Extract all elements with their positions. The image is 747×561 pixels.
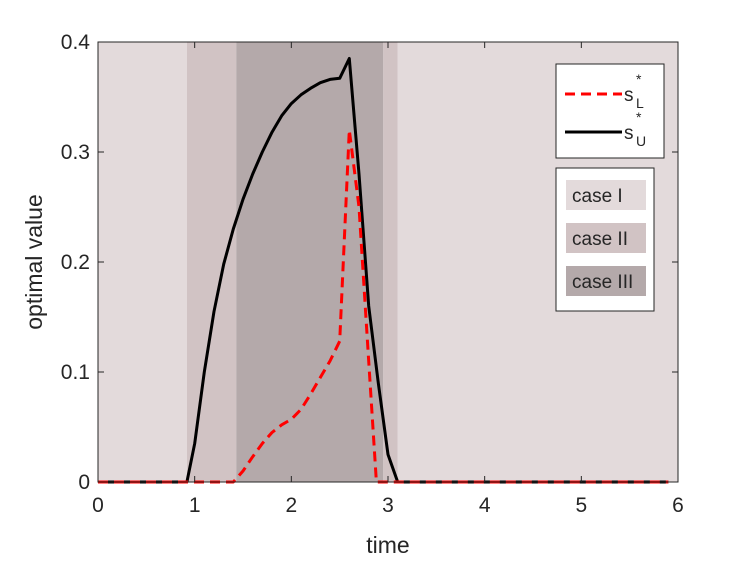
- x-tick-label: 6: [672, 494, 684, 517]
- x-tick-label: 2: [285, 494, 297, 517]
- series-lines: [98, 57, 669, 484]
- y-tick-label: 0.1: [61, 361, 90, 384]
- legend-region-label: case I: [572, 186, 623, 207]
- y-tick-label: 0: [78, 471, 90, 494]
- legend-regions: case I case II case III: [555, 167, 655, 312]
- legend-label-superscript: *: [636, 71, 642, 87]
- legend-label-subscript: L: [636, 95, 644, 111]
- y-tick-label: 0.4: [61, 31, 91, 54]
- x-axis-ticks: 0 1 2 3 4 5 6: [92, 42, 684, 517]
- legend-swatch-case-iii: [566, 266, 646, 296]
- legend-label-subscript: U: [636, 133, 646, 149]
- region-case-ii-0: [186, 42, 237, 482]
- series-line-s-u: [98, 57, 669, 484]
- legend-label-base: s: [624, 85, 634, 106]
- legend-region-label: case III: [572, 272, 633, 293]
- x-axis-title: time: [366, 532, 409, 558]
- x-tick-label: 3: [382, 494, 394, 517]
- legend-label-superscript: *: [636, 109, 642, 125]
- y-tick-label: 0.3: [61, 141, 90, 164]
- legend-series-box: [555, 63, 665, 159]
- region-case-ii-1: [383, 42, 398, 482]
- y-tick-label: 0.2: [61, 251, 90, 274]
- region-case-i-0: [98, 42, 187, 482]
- x-tick-label: 1: [189, 494, 201, 517]
- legend-region-label: case II: [572, 229, 628, 250]
- series-line-s-l: [98, 128, 669, 484]
- legend-label-base: s: [624, 123, 634, 144]
- x-tick-label: 5: [575, 494, 587, 517]
- y-axis-title: optimal value: [21, 194, 47, 330]
- legend-series: s*Ls*U: [555, 63, 665, 159]
- legend-swatch-case-ii: [566, 223, 646, 253]
- x-tick-label: 0: [92, 494, 104, 517]
- legend-swatch-case-i: [566, 180, 646, 210]
- x-tick-label: 4: [479, 494, 491, 517]
- region-case-iii-0: [236, 42, 384, 482]
- y-axis-ticks: 0 0.1 0.2 0.3 0.4: [61, 31, 678, 494]
